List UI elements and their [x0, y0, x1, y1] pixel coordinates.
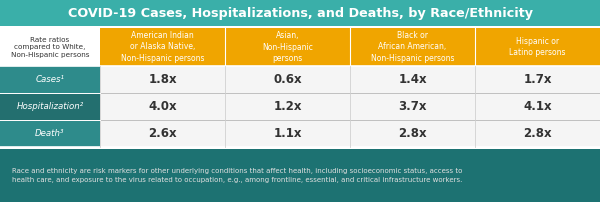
Text: Death³: Death³ — [35, 129, 65, 138]
Bar — [0, 0, 600, 26]
Bar — [0, 26, 600, 28]
Text: 1.4x: 1.4x — [398, 73, 427, 86]
Bar — [0, 120, 600, 147]
Text: 2.8x: 2.8x — [523, 127, 552, 140]
Text: 1.1x: 1.1x — [273, 127, 302, 140]
Text: American Indian
or Alaska Native,
Non-Hispanic persons: American Indian or Alaska Native, Non-Hi… — [121, 31, 204, 63]
Bar — [0, 93, 100, 120]
Text: 1.7x: 1.7x — [523, 73, 552, 86]
Bar — [475, 28, 600, 66]
Text: Black or
African American,
Non-Hispanic persons: Black or African American, Non-Hispanic … — [371, 31, 454, 63]
Text: 1.8x: 1.8x — [148, 73, 177, 86]
Bar — [0, 66, 600, 93]
Text: 2.6x: 2.6x — [148, 127, 177, 140]
Text: COVID-19 Cases, Hospitalizations, and Deaths, by Race/Ethnicity: COVID-19 Cases, Hospitalizations, and De… — [67, 6, 533, 20]
Bar — [225, 28, 350, 66]
Bar — [0, 93, 600, 120]
Text: Asian,
Non-Hispanic
persons: Asian, Non-Hispanic persons — [262, 31, 313, 63]
Bar — [0, 120, 100, 147]
Bar — [350, 28, 475, 66]
Text: Hospitalization²: Hospitalization² — [16, 102, 83, 111]
Text: Rate ratios
compared to White,
Non-Hispanic persons: Rate ratios compared to White, Non-Hispa… — [11, 37, 89, 58]
Text: Race and ethnicity are risk markers for other underlying conditions that affect : Race and ethnicity are risk markers for … — [12, 168, 463, 183]
Text: 4.0x: 4.0x — [148, 100, 177, 113]
Bar — [0, 28, 100, 66]
Text: 0.6x: 0.6x — [273, 73, 302, 86]
Bar — [0, 28, 600, 66]
Text: Cases¹: Cases¹ — [35, 75, 65, 84]
Text: 1.2x: 1.2x — [273, 100, 302, 113]
Text: 4.1x: 4.1x — [523, 100, 552, 113]
Text: 2.8x: 2.8x — [398, 127, 427, 140]
Bar — [100, 28, 225, 66]
Bar — [0, 66, 100, 93]
Text: Hispanic or
Latino persons: Hispanic or Latino persons — [509, 37, 566, 57]
Bar — [0, 149, 600, 202]
Text: 3.7x: 3.7x — [398, 100, 427, 113]
Bar — [0, 147, 600, 149]
